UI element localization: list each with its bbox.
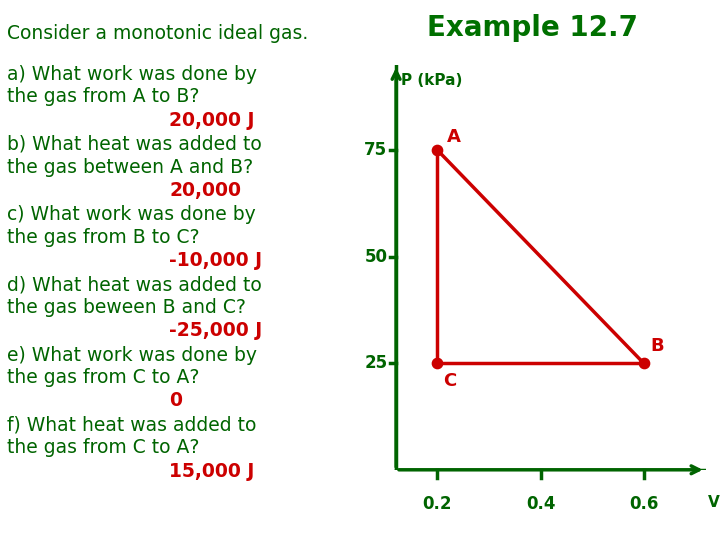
Text: the gas beween B and C?: the gas beween B and C? — [7, 298, 246, 317]
Text: A: A — [446, 128, 461, 146]
Text: a) What work was done by: a) What work was done by — [7, 65, 257, 84]
Text: the gas from C to A?: the gas from C to A? — [7, 368, 199, 387]
Text: 20,000: 20,000 — [169, 181, 241, 200]
Text: the gas from A to B?: the gas from A to B? — [7, 87, 199, 106]
Text: 0: 0 — [169, 392, 182, 410]
Text: -25,000 J: -25,000 J — [169, 321, 263, 340]
Text: b) What heat was added to: b) What heat was added to — [7, 135, 262, 154]
Text: Example 12.7: Example 12.7 — [427, 14, 639, 42]
Text: the gas from C to A?: the gas from C to A? — [7, 438, 199, 457]
Text: 75: 75 — [364, 141, 387, 159]
Text: P (kPa): P (kPa) — [401, 73, 463, 89]
Point — [431, 146, 443, 154]
Point — [638, 359, 649, 368]
Text: V (m³): V (m³) — [708, 495, 720, 510]
Text: e) What work was done by: e) What work was done by — [7, 346, 257, 365]
Text: the gas between A and B?: the gas between A and B? — [7, 158, 253, 177]
Text: 15,000 J: 15,000 J — [169, 462, 255, 481]
Text: f) What heat was added to: f) What heat was added to — [7, 416, 256, 435]
Text: the gas from B to C?: the gas from B to C? — [7, 228, 199, 247]
Text: 20,000 J: 20,000 J — [169, 111, 255, 130]
Text: Consider a monotonic ideal gas.: Consider a monotonic ideal gas. — [7, 24, 308, 43]
Text: B: B — [650, 337, 664, 355]
Text: C: C — [444, 372, 456, 390]
Text: 50: 50 — [364, 248, 387, 266]
Point — [431, 359, 443, 368]
Text: d) What heat was added to: d) What heat was added to — [7, 275, 262, 294]
Text: c) What work was done by: c) What work was done by — [7, 205, 256, 224]
Text: 0.2: 0.2 — [423, 495, 452, 514]
Text: 0.6: 0.6 — [629, 495, 658, 514]
Text: -10,000 J: -10,000 J — [169, 251, 262, 270]
Text: 0.4: 0.4 — [526, 495, 555, 514]
Text: 25: 25 — [364, 354, 387, 372]
